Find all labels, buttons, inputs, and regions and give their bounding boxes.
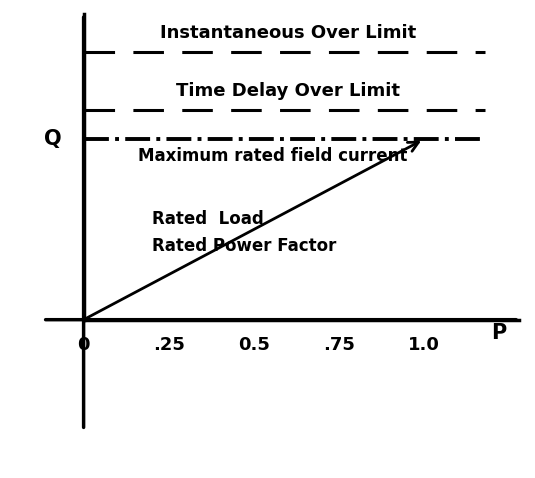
Text: 0: 0 [78, 336, 90, 354]
Text: Rated  Load
Rated Power Factor: Rated Load Rated Power Factor [151, 210, 336, 255]
Text: .25: .25 [152, 336, 185, 354]
Text: P: P [491, 323, 506, 343]
Text: .75: .75 [323, 336, 355, 354]
Text: Maximum rated field current: Maximum rated field current [138, 147, 408, 164]
Text: 1.0: 1.0 [408, 336, 440, 354]
Text: 0.5: 0.5 [238, 336, 270, 354]
Text: Q: Q [44, 130, 62, 150]
Text: Time Delay Over Limit: Time Delay Over Limit [175, 82, 400, 100]
Text: Instantaneous Over Limit: Instantaneous Over Limit [159, 24, 416, 42]
